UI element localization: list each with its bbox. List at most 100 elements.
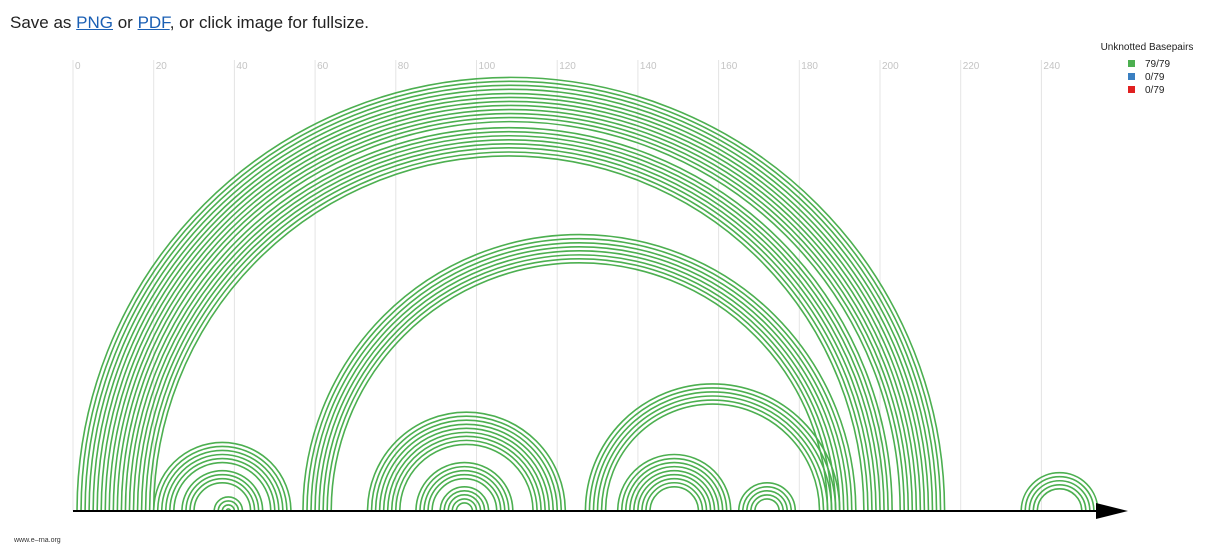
basepair-arc (447, 494, 482, 512)
basepair-arc (1024, 476, 1095, 512)
basepair-arc (217, 500, 240, 512)
basepair-arc (120, 121, 901, 512)
legend-title: Unknotted Basepairs (1101, 42, 1194, 53)
save-prefix-text: Save as (10, 13, 77, 32)
helix-165-179 (737, 482, 797, 512)
tick-label-180: 180 (801, 61, 818, 72)
basepair-arc (80, 81, 942, 512)
tick-label-60: 60 (317, 61, 329, 72)
basepair-arc (108, 109, 914, 512)
basepair-arc (326, 258, 833, 512)
legend: Unknotted Basepairs 79/79 0/79 0/79 (1101, 42, 1194, 96)
basepair-arc (132, 134, 885, 512)
save-suffix-text: , or click image for fullsize. (169, 13, 370, 32)
basepair-arc (181, 469, 264, 512)
basepair-arc (100, 100, 922, 512)
helix-20-54 (152, 441, 292, 512)
helix-73-122 (366, 411, 567, 512)
basepair-arc (173, 461, 272, 512)
basepair-arc (645, 482, 704, 512)
axis-arrow-icon (1096, 503, 1128, 519)
basepair-arc (76, 77, 946, 512)
basepair-arc (370, 415, 563, 512)
basepair-arc (399, 443, 534, 512)
basepair-arc (1036, 488, 1083, 512)
basepair-arc (637, 473, 712, 512)
helix-1-216 (76, 77, 946, 512)
helix-85-109 (415, 461, 514, 512)
pdf-link[interactable]: PDF (137, 13, 170, 32)
basepair-arc (306, 237, 853, 512)
basepair-arc (443, 490, 486, 512)
basepair-arc (616, 453, 732, 512)
basepair-arc (302, 233, 857, 512)
basepair-arc (140, 143, 877, 512)
basepair-arc (439, 486, 490, 512)
basepair-arc (116, 117, 906, 512)
helix-235-254 (1020, 471, 1099, 512)
basepair-arc (633, 469, 716, 512)
basepair-arc (737, 482, 797, 512)
basepair-arc (318, 250, 841, 512)
basepair-arc (152, 441, 292, 512)
basepair-arc (144, 147, 873, 512)
legend-label-red: 0/79 (1145, 85, 1165, 96)
tick-label-80: 80 (398, 61, 410, 72)
basepair-arc (754, 498, 780, 512)
basepair-arc (213, 496, 244, 512)
basepair-arc (386, 431, 546, 512)
basepair-arc (395, 439, 538, 512)
basepair-arc (451, 498, 478, 512)
save-middle-text: or (113, 13, 138, 32)
tick-label-100: 100 (479, 61, 496, 72)
basepair-arc (92, 92, 930, 512)
basepair-arc (641, 477, 708, 512)
helix-57-194 (302, 233, 857, 512)
basepair-arc (1032, 483, 1087, 512)
basepair-arc (128, 130, 889, 512)
basepair-arc (152, 155, 865, 512)
basepair-arc (104, 104, 918, 512)
basepair-arc (96, 96, 926, 512)
legend-label-green: 79/79 (1145, 59, 1170, 70)
basepair-arc (382, 427, 550, 512)
axis-grid: 0 20 40 60 80 100 120 140 160 180 200 220 240 (72, 60, 1061, 511)
basepair-arc (366, 411, 567, 512)
basepair-arc (160, 449, 284, 512)
basepair-arc (419, 465, 510, 512)
tick-label-0: 0 (75, 61, 81, 72)
tick-label-20: 20 (156, 61, 168, 72)
basepair-arc (169, 457, 276, 512)
basepair-arc (431, 477, 498, 512)
basepair-arc (742, 486, 793, 512)
helix-35-42 (213, 496, 244, 512)
legend-label-blue: 0/79 (1145, 72, 1165, 83)
basepair-arc (112, 113, 910, 512)
basepair-arc (649, 486, 700, 512)
legend-swatch-blue (1128, 73, 1135, 80)
basepair-arc (374, 419, 558, 512)
basepair-arc (624, 461, 724, 512)
basepair-arc (455, 502, 474, 512)
tick-label-200: 200 (882, 61, 899, 72)
basepair-arc (193, 482, 252, 512)
basepair-arc (185, 473, 260, 512)
tick-label-40: 40 (236, 61, 248, 72)
basepair-arc (84, 85, 938, 512)
tick-label-160: 160 (721, 61, 738, 72)
basepair-arc (604, 403, 821, 512)
basepair-arc (584, 383, 841, 512)
tick-label-240: 240 (1043, 61, 1060, 72)
helix-13-203 (124, 126, 893, 512)
png-link[interactable]: PNG (76, 13, 113, 32)
basepair-arc (330, 262, 829, 512)
basepair-arc (378, 423, 554, 512)
helix-27-47 (181, 469, 264, 512)
basepair-arc (322, 254, 837, 512)
basepair-arc (427, 473, 502, 512)
basepair-arc (136, 139, 881, 512)
tick-label-220: 220 (963, 61, 980, 72)
basepair-arc (415, 461, 514, 512)
legend-swatch-red (1128, 86, 1135, 93)
